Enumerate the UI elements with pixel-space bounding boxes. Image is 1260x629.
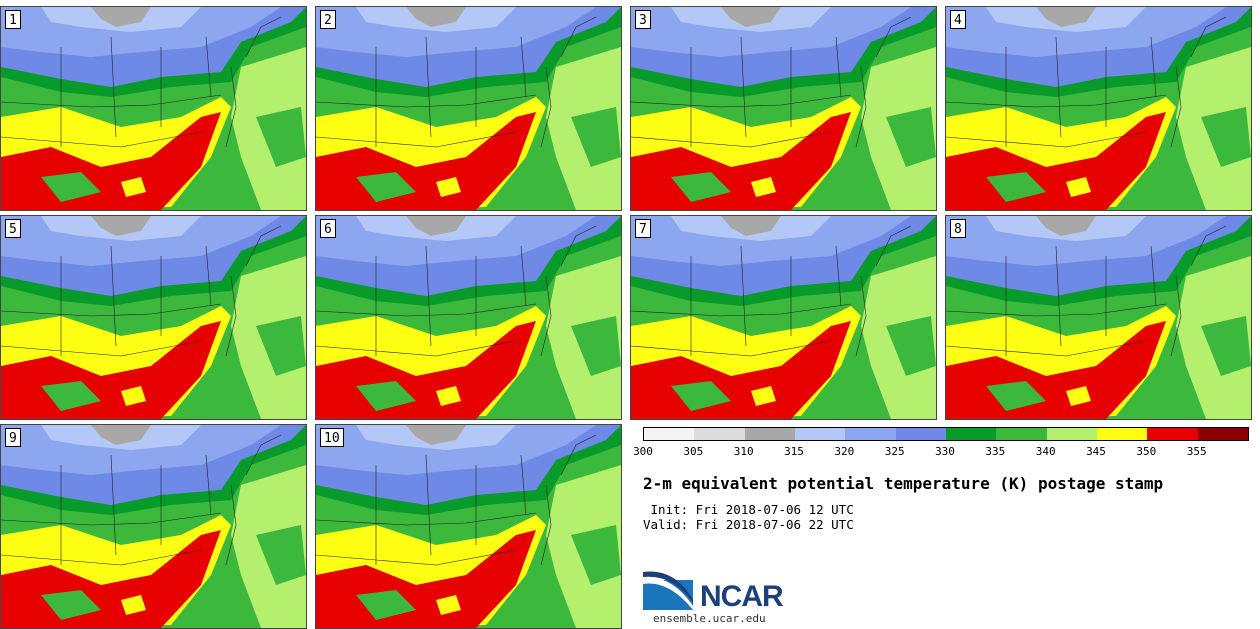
colorbar-tick-label: 300 (633, 445, 653, 458)
member-number: 8 (950, 219, 966, 238)
colorbar-tick-label: 345 (1086, 445, 1106, 458)
colorbar-tick-label: 320 (834, 445, 855, 458)
colorbar-tick-label: 325 (884, 445, 905, 458)
stamp-panel: 4 (945, 6, 1252, 211)
colorbar-segment (845, 428, 896, 440)
colorbar-segment (945, 428, 997, 440)
member-number: 4 (950, 10, 966, 29)
member-number: 1 (5, 10, 21, 29)
colorbar-segment (1096, 428, 1148, 440)
ncar-logo-icon (643, 571, 693, 610)
colorbar-tick-label: 355 (1186, 445, 1207, 458)
stamp-panel: 2 (315, 6, 622, 211)
colorbar-tick-label: 335 (985, 445, 1006, 458)
colorbar-segment (1147, 428, 1198, 440)
colorbar-segment (895, 428, 946, 440)
logo-text: NCAR (700, 580, 784, 613)
stamp-panel: 6 (315, 215, 622, 420)
colorbar-tick-label: 340 (1035, 445, 1056, 458)
member-number: 2 (320, 10, 336, 29)
member-number: 9 (5, 428, 21, 447)
colorbar-segment (694, 428, 745, 440)
stamp-panel: 10 (315, 424, 622, 629)
stamp-panel: 1 (0, 6, 307, 211)
stamp-panel: 7 (630, 215, 937, 420)
stamp-panel: 8 (945, 215, 1252, 420)
logo-url: ensemble.ucar.edu (653, 612, 766, 625)
colorbar-segment (1046, 428, 1097, 440)
init-time: Init: Fri 2018-07-06 12 UTC (643, 502, 854, 517)
colorbar-tick-label: 330 (935, 445, 955, 458)
colorbar-tick-label: 350 (1136, 445, 1157, 458)
member-number: 5 (5, 219, 21, 238)
member-number: 6 (320, 219, 336, 238)
stamp-panel: 9 (0, 424, 307, 629)
member-number: 10 (320, 428, 344, 447)
time-info: Init: Fri 2018-07-06 12 UTC Valid: Fri 20… (643, 502, 854, 532)
colorbar-ticks: 300 305 310 315 320 325 330 335 340 345 350 355 (633, 445, 1247, 459)
member-number: 7 (635, 219, 651, 238)
colorbar-tick-label: 315 (784, 445, 804, 458)
stamp-panel: 5 (0, 215, 307, 420)
colorbar-segment (644, 428, 695, 440)
colorbar-segment (1197, 428, 1248, 440)
member-number: 3 (635, 10, 651, 29)
colorbar-tick-label: 305 (683, 445, 704, 458)
colorbar-segment (996, 428, 1047, 440)
plot-title: 2-m equivalent potential temperature (K)… (643, 474, 1164, 493)
colorbar-segment (744, 428, 795, 440)
stamp-panel: 3 (630, 6, 937, 211)
colorbar-tick-label: 310 (733, 445, 754, 458)
colorbar (643, 427, 1249, 441)
colorbar-segment (794, 428, 846, 440)
valid-time: Valid: Fri 2018-07-06 22 UTC (643, 517, 854, 532)
